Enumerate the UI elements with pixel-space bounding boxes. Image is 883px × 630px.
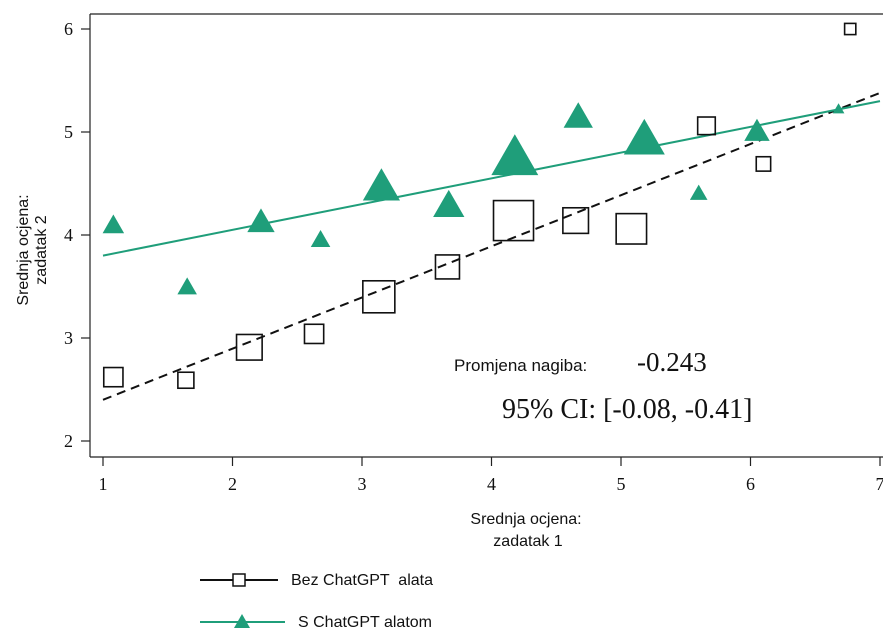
point-s-11 bbox=[832, 103, 845, 114]
slope-annotation: Promjena nagiba: -0.243 95% CI: [-0.08, … bbox=[454, 347, 752, 425]
point-bez-7 bbox=[562, 206, 590, 235]
point-s-2 bbox=[247, 208, 275, 233]
x-tick-label-5: 5 bbox=[617, 474, 626, 494]
point-s-8 bbox=[623, 118, 665, 155]
point-s-10 bbox=[744, 118, 770, 141]
x-axis-title-line1: Srednja ocjena: bbox=[470, 511, 581, 528]
x-tick-label-6: 6 bbox=[746, 474, 755, 494]
y-axis-title: Srednja ocjena: zadatak 2 bbox=[15, 194, 50, 305]
point-bez-5 bbox=[434, 254, 461, 280]
legend-marker-triangle bbox=[234, 614, 250, 628]
y-tick-label-2: 2 bbox=[64, 431, 73, 451]
x-tick-label-2: 2 bbox=[228, 474, 237, 494]
x-axis-title-line2: zadatak 1 bbox=[493, 533, 562, 550]
data-points bbox=[102, 22, 857, 390]
fit-lines bbox=[102, 91, 881, 401]
legend-item-bez-chatgpt: Bez ChatGPT alata bbox=[200, 572, 433, 589]
annotation-value: -0.243 bbox=[637, 347, 707, 377]
x-axis-title: Srednja ocjena: zadatak 1 bbox=[470, 511, 581, 550]
point-s-0 bbox=[102, 214, 125, 234]
legend-marker-square bbox=[232, 573, 246, 587]
y-tick-label-4: 4 bbox=[64, 225, 73, 245]
legend-label-s: S ChatGPT alatom bbox=[298, 614, 432, 630]
annotation-ci: 95% CI: [-0.08, -0.41] bbox=[502, 394, 752, 425]
x-tick-label-4: 4 bbox=[487, 474, 496, 494]
point-bez-9 bbox=[696, 116, 717, 136]
legend-label-bez: Bez ChatGPT alata bbox=[291, 572, 433, 589]
point-s-4 bbox=[362, 168, 400, 201]
y-tick-label-6: 6 bbox=[64, 19, 73, 39]
y-axis-title-line2: zadatak 2 bbox=[33, 215, 50, 284]
y-tick-label-5: 5 bbox=[64, 122, 73, 142]
point-bez-3 bbox=[303, 323, 325, 345]
axis-ticks: 1 2 3 4 5 6 7 2 3 4 5 6 bbox=[64, 19, 883, 494]
fit-line-series-0 bbox=[102, 91, 881, 401]
y-axis-title-line1: Srednja ocjena: bbox=[15, 194, 32, 305]
legend-item-s-chatgpt: S ChatGPT alatom bbox=[200, 614, 432, 630]
x-tick-label-7: 7 bbox=[876, 474, 883, 494]
legend: Bez ChatGPT alata S ChatGPT alatom bbox=[200, 572, 433, 630]
point-bez-4 bbox=[362, 279, 396, 314]
point-s-9 bbox=[689, 184, 708, 200]
point-bez-11 bbox=[843, 22, 857, 36]
point-bez-8 bbox=[615, 212, 648, 245]
x-tick-label-3: 3 bbox=[358, 474, 367, 494]
point-s-7 bbox=[563, 102, 593, 128]
x-tick-label-1: 1 bbox=[99, 474, 108, 494]
point-s-5 bbox=[433, 189, 465, 218]
point-s-6 bbox=[491, 134, 539, 176]
point-bez-1 bbox=[177, 371, 195, 390]
fit-line-series-1 bbox=[102, 100, 881, 257]
y-tick-label-3: 3 bbox=[64, 328, 73, 348]
point-s-3 bbox=[310, 229, 331, 247]
annotation-label: Promjena nagiba: bbox=[454, 356, 587, 375]
point-bez-6 bbox=[492, 199, 535, 242]
point-bez-0 bbox=[102, 366, 124, 388]
point-bez-10 bbox=[755, 155, 772, 172]
point-bez-2 bbox=[235, 333, 263, 361]
point-s-1 bbox=[177, 277, 197, 295]
